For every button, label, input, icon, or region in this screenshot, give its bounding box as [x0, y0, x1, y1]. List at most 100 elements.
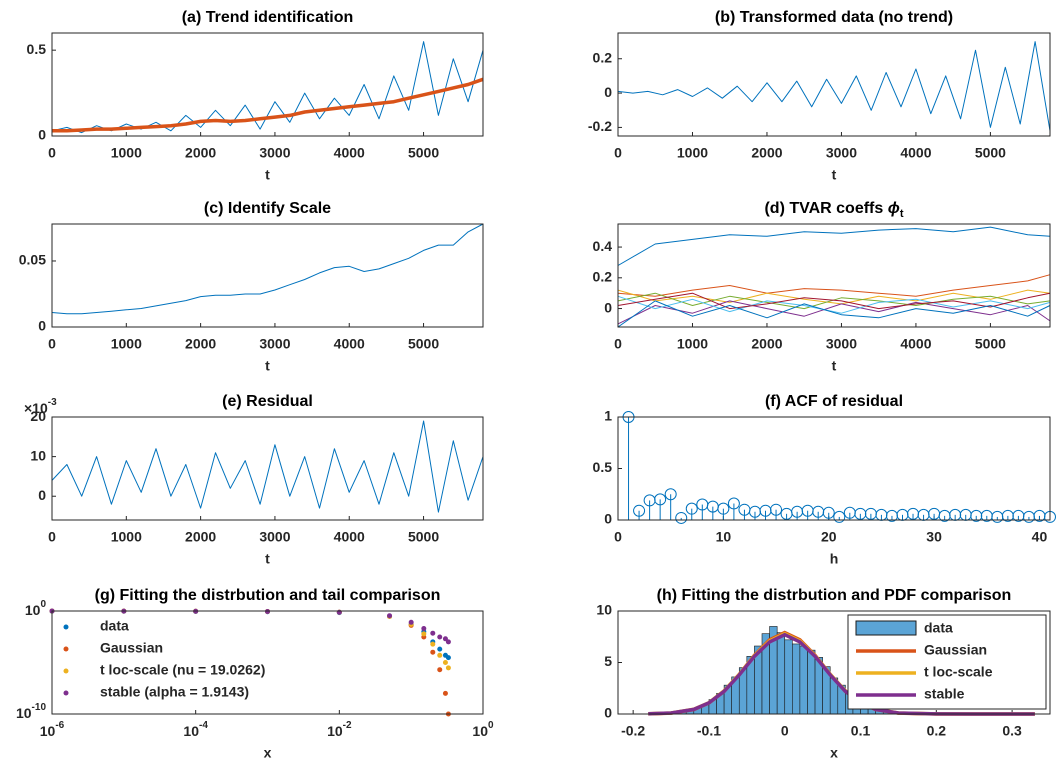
scatter-point — [437, 646, 443, 652]
plot-area — [618, 33, 1050, 136]
data-line — [51, 420, 484, 513]
x-tick-label-base: 10 — [183, 723, 199, 739]
x-tick-label: 0.2 — [927, 723, 947, 739]
title-text: (g) Fitting the distrbution and tail com… — [95, 587, 441, 604]
x-tick-label: 0 — [781, 723, 789, 739]
chart-title: (e) Residual — [222, 393, 313, 410]
x-tick-label: 5000 — [408, 336, 439, 352]
x-tick-label: 3000 — [259, 529, 290, 545]
data-line — [617, 300, 1051, 328]
x-tick-label: 3000 — [826, 336, 857, 352]
y-tick-label: 0 — [38, 318, 46, 334]
title-subscript: t — [900, 208, 904, 220]
histogram-bar — [807, 649, 816, 715]
histogram-bar — [776, 632, 786, 715]
plot-area — [618, 224, 1050, 327]
title-symbol: ϕ — [888, 200, 900, 217]
x-tick-label: 1000 — [111, 529, 142, 545]
y-tick-label: 0 — [604, 705, 612, 721]
x-tick-label: 20 — [821, 529, 837, 545]
y-tick-label-base: 10 — [25, 602, 41, 618]
x-tick-label: 2000 — [185, 529, 216, 545]
scatter-point — [421, 625, 427, 631]
y-tick-label: 0.5 — [27, 41, 47, 57]
title-text: (f) ACF of residual — [765, 393, 903, 410]
y-tick-label-base: 10 — [30, 447, 46, 463]
x-tick-label: 5000 — [408, 529, 439, 545]
y-tick-label: 20 — [30, 408, 46, 424]
x-tick-label-exp: -4 — [199, 720, 208, 731]
x-axis-label: h — [830, 551, 839, 567]
x-tick-label: 0 — [614, 529, 622, 545]
scatter-point — [430, 641, 436, 647]
axes-frame — [617, 223, 1051, 328]
scatter-point — [437, 652, 443, 658]
x-tick-label: 1000 — [111, 145, 142, 161]
x-tick-label: -0.1 — [697, 723, 721, 739]
plot-area — [52, 33, 483, 136]
x-tick-label: 4000 — [334, 529, 365, 545]
title-text: (h) Fitting the distrbution and PDF comp… — [657, 587, 1012, 604]
x-tick-label: 3000 — [259, 145, 290, 161]
y-tick-label: 0 — [604, 299, 612, 315]
y-multiplier-base: ×10 — [24, 400, 48, 416]
legend-label: stable — [924, 686, 965, 702]
x-tick-label: 1000 — [111, 336, 142, 352]
y-multiplier-exp: -3 — [48, 397, 57, 408]
pdf-line — [648, 632, 1035, 716]
y-tick-label: 0.4 — [593, 238, 613, 254]
y-tick-label-exp: 0 — [40, 599, 46, 610]
data-line — [617, 274, 1051, 297]
x-axis-label: x — [830, 745, 838, 761]
data-line — [617, 300, 1051, 325]
axes-frame — [51, 32, 484, 137]
scatter-point — [430, 649, 436, 655]
y-tick-label: 5 — [604, 653, 612, 669]
x-tick-label: 4000 — [900, 336, 931, 352]
scatter-point — [437, 634, 443, 640]
x-tick-label: 4000 — [334, 145, 365, 161]
title-text: (e) Residual — [222, 393, 313, 410]
data-line — [617, 226, 1051, 266]
scatter-point — [445, 665, 451, 671]
y-tick-label: 0 — [604, 84, 612, 100]
stem-marker — [727, 497, 740, 510]
x-tick-label: 100 — [472, 720, 494, 739]
stem-marker — [833, 510, 846, 523]
axes-frame — [51, 223, 484, 328]
data-line — [617, 295, 1051, 314]
x-tick-label-base: 10 — [40, 723, 56, 739]
legend-marker — [63, 690, 69, 696]
legend-label: stable (alpha = 1.9143) — [100, 684, 249, 700]
x-tick-label: 3000 — [259, 336, 290, 352]
y-tick-label: 10 — [30, 447, 46, 463]
y-tick-label: 100 — [25, 599, 47, 618]
x-tick-label: 5000 — [408, 145, 439, 161]
histogram-bar — [784, 639, 793, 715]
x-axis-label: x — [264, 745, 272, 761]
x-tick-label-exp: -2 — [343, 720, 352, 731]
plot-area — [52, 611, 483, 714]
axes-frame — [617, 32, 1051, 137]
x-tick-label-exp: 0 — [488, 720, 494, 731]
x-tick-label: 1000 — [677, 336, 708, 352]
x-tick-label: 10 — [716, 529, 732, 545]
stem-marker — [822, 506, 835, 519]
title-text: (a) Trend identification — [182, 9, 354, 26]
x-tick-label: 10-6 — [40, 720, 65, 739]
stem-marker — [654, 493, 667, 506]
axes-frame — [617, 610, 1051, 715]
y-tick-label: 10 — [596, 602, 612, 618]
title-text: (d) TVAR coeffs — [764, 200, 887, 217]
data-line — [52, 77, 484, 133]
legend-label: t loc-scale — [924, 664, 993, 680]
x-tick-label: 2000 — [751, 336, 782, 352]
stem-marker — [633, 504, 646, 517]
legend-marker — [63, 646, 69, 652]
y-tick-label: 0 — [38, 487, 46, 503]
x-tick-label: 1000 — [677, 145, 708, 161]
x-tick-label: 0 — [48, 145, 56, 161]
legend-label: Gaussian — [924, 642, 987, 658]
y-tick-label: 0.2 — [593, 49, 613, 65]
y-tick-label: 0.2 — [593, 269, 613, 285]
